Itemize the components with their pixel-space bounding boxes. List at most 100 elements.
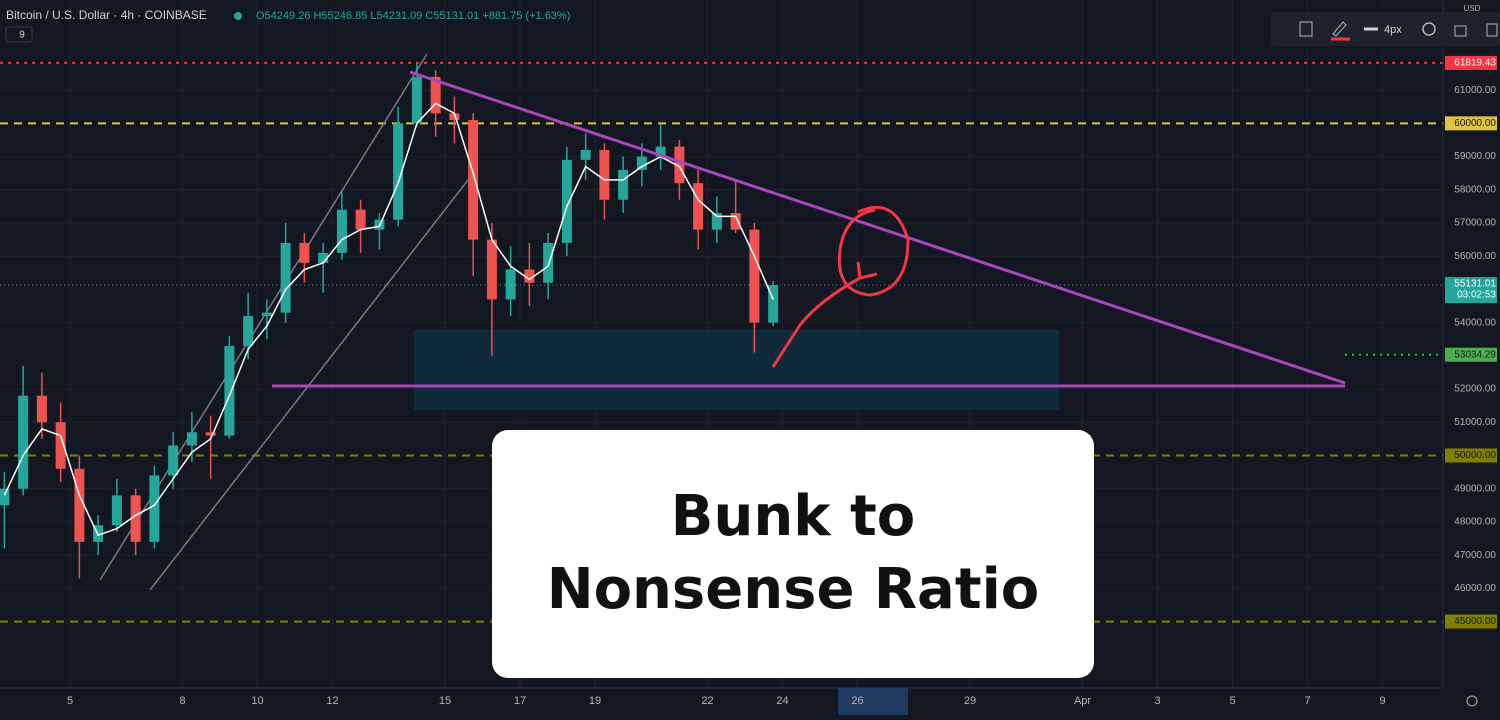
candle-body: [468, 120, 479, 240]
y-tick-label: 56000.00: [1454, 251, 1496, 262]
x-tick-label: 26: [851, 695, 863, 707]
x-tick-label: 17: [514, 695, 526, 707]
overlay-text: Bunk to: [671, 484, 915, 549]
y-tick-label: 46000.00: [1454, 583, 1496, 594]
x-tick-label: 9: [1379, 695, 1385, 707]
level-label-bg: [1445, 614, 1497, 629]
status-dot: [234, 12, 242, 20]
x-tick-label: 8: [179, 695, 185, 707]
x-tick-label: 22: [701, 695, 713, 707]
candle-body: [393, 123, 404, 220]
x-tick-label: 24: [776, 695, 788, 707]
overlay-text: Nonsense Ratio: [547, 557, 1040, 622]
candle-body: [55, 422, 66, 469]
arrow: [771, 276, 861, 368]
level-label-bg: [1445, 116, 1497, 131]
indicator-badge[interactable]: [5, 26, 33, 43]
candle-body: [111, 495, 122, 526]
x-tick-label: 7: [1304, 695, 1310, 707]
candle-body: [36, 395, 47, 423]
lock-icon[interactable]: [1454, 25, 1467, 37]
price-label-bg: [1445, 277, 1497, 304]
level-label-bg: [1445, 55, 1497, 70]
y-tick-label: 59000.00: [1454, 151, 1496, 162]
candle-body: [224, 345, 235, 436]
y-tick-label: 49000.00: [1454, 483, 1496, 494]
level-label-bg: [1445, 347, 1497, 362]
level-label: 45000.00: [1454, 616, 1496, 627]
candle-body: [261, 312, 272, 317]
candle-body: [561, 159, 572, 243]
level-label: 61819.43: [1454, 58, 1496, 69]
candle-body: [74, 468, 85, 542]
candle-body: [486, 239, 497, 300]
candle-body: [0, 488, 10, 506]
candle-body: [18, 395, 29, 489]
candle-body: [355, 209, 366, 230]
x-tick-label: 10: [251, 695, 263, 707]
candle-body: [543, 242, 554, 283]
toolbar-icon[interactable]: [1332, 21, 1347, 37]
y-tick-label: 48000.00: [1454, 517, 1496, 528]
toolbar-icon[interactable]: [1299, 21, 1313, 37]
price-label: 55131.01: [1454, 279, 1496, 290]
level-label: 60000.00: [1454, 118, 1496, 129]
ohlc-header: O54249.26 H55246.85 L54231.09 C55131.01 …: [256, 10, 570, 22]
candle-body: [599, 149, 610, 200]
candle-body: [243, 316, 254, 346]
candle-body: [655, 146, 666, 157]
candle-body: [636, 156, 647, 170]
trend-line: [409, 70, 1346, 385]
y-tick-label: 58000.00: [1454, 184, 1496, 195]
x-tick-label: 29: [964, 695, 976, 707]
currency: USD: [1464, 4, 1481, 13]
candle-body: [749, 229, 760, 323]
candle-body: [449, 113, 460, 121]
x-tick-label: 19: [589, 695, 601, 707]
candle-body: [768, 285, 779, 323]
settings-icon[interactable]: [1466, 695, 1478, 707]
indicator-length: 9: [19, 30, 25, 41]
candle-body: [524, 269, 535, 283]
candle-body: [280, 242, 291, 313]
y-tick-label: 61000.00: [1454, 85, 1496, 96]
candle-body: [730, 213, 741, 230]
candle-body: [693, 183, 704, 230]
y-tick-label: 47000.00: [1454, 550, 1496, 561]
axes: 5 8 10 12 15 17 19 22 24 26 29 Apr 3 5 7 9 61000.00 59000…: [67, 55, 1497, 707]
delete-icon[interactable]: [1486, 23, 1498, 37]
candle-body: [168, 445, 179, 476]
time-axis: [0, 688, 1443, 715]
x-tick-label: Apr: [1074, 695, 1091, 707]
line-width[interactable]: 4px: [1384, 24, 1402, 36]
candle-body: [411, 76, 422, 124]
candle-body: [505, 269, 516, 300]
plot: [0, 63, 779, 579]
settings-icon[interactable]: [1422, 22, 1436, 36]
candle-body: [130, 495, 141, 542]
candle-body: [580, 149, 591, 160]
candle-body: [674, 146, 685, 184]
y-tick-label: 54000.00: [1454, 317, 1496, 328]
x-tick-label: 3: [1154, 695, 1160, 707]
level-label: 53034.29: [1454, 349, 1496, 360]
level-label: 50000.00: [1454, 450, 1496, 461]
y-tick-label: 51000.00: [1454, 417, 1496, 428]
candle-body: [149, 475, 160, 542]
range-box: [414, 330, 1059, 410]
symbol-title: Bitcoin / U.S. Dollar · 4h · COINBASE: [6, 8, 207, 22]
candle-body: [299, 242, 310, 263]
x-tick-label: 5: [67, 695, 73, 707]
moving-average: [3, 102, 774, 537]
crosshair-date: [838, 688, 908, 715]
level-label-bg: [1445, 448, 1497, 463]
circle-mark: [837, 206, 910, 297]
candle-body: [186, 432, 197, 446]
y-tick-label: 52000.00: [1454, 384, 1496, 395]
overlay-box: [492, 430, 1094, 678]
x-tick-label: 15: [439, 695, 451, 707]
candle-body: [318, 252, 329, 263]
candle-body: [618, 169, 629, 200]
x-tick-label: 12: [326, 695, 338, 707]
